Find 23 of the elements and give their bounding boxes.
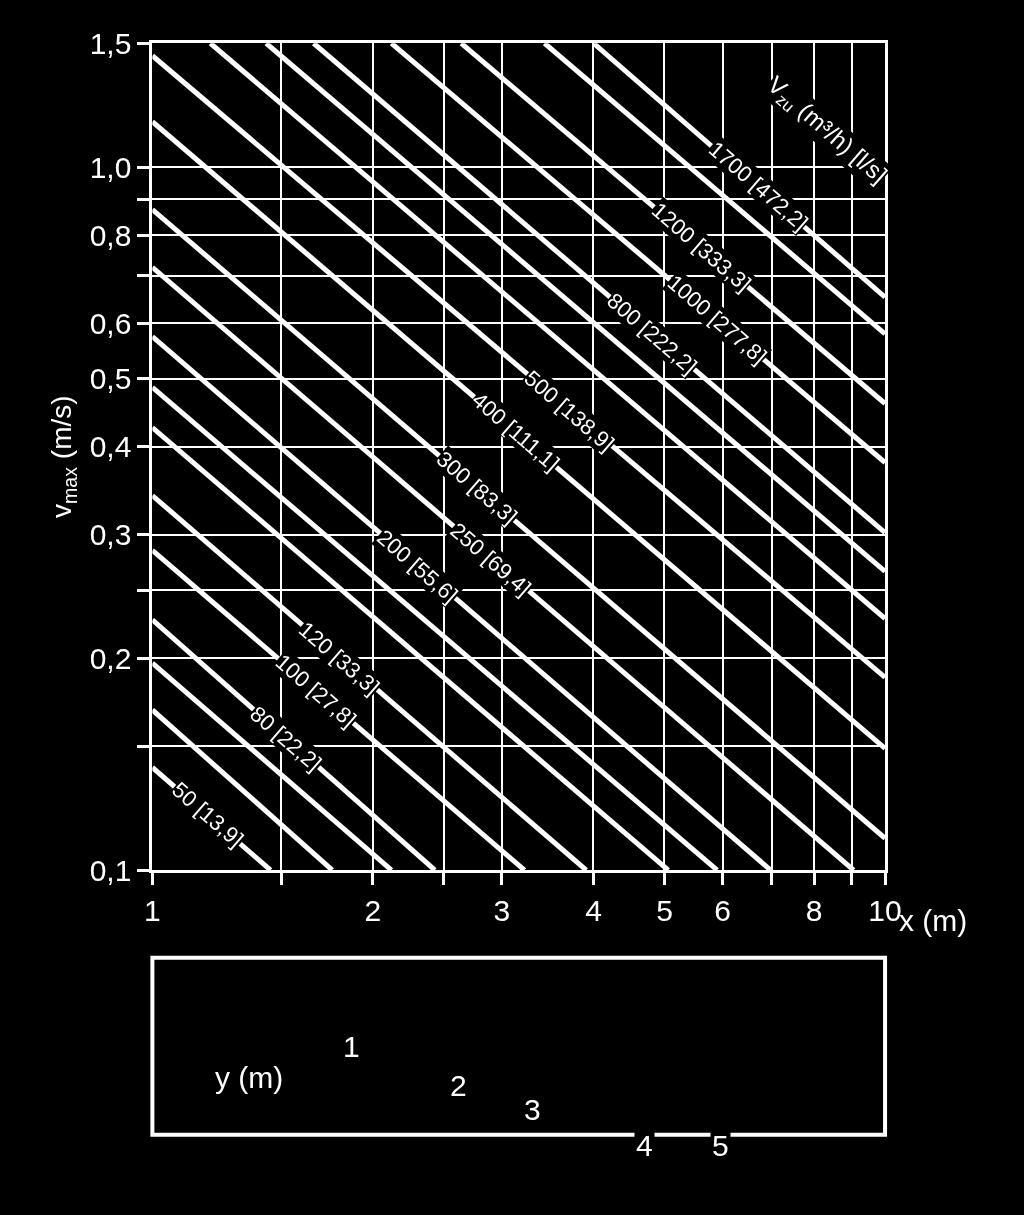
x-tick-label: 6 <box>714 894 731 928</box>
x-tick-label: 5 <box>656 894 673 928</box>
x-tick-label: 4 <box>585 894 602 928</box>
y-tick-label: 1,5 <box>89 26 132 60</box>
x-tick-label: 2 <box>364 894 382 928</box>
y-tick-label: 0,3 <box>89 518 132 552</box>
y-tick-label: 0,5 <box>89 362 132 396</box>
x-tick-label: 8 <box>805 894 823 928</box>
y-tick-label: 0,1 <box>89 853 132 887</box>
text: 3 <box>524 1093 541 1126</box>
x-tick-label: 10 <box>868 894 902 928</box>
text: y (m) <box>215 1061 284 1094</box>
text: 1 <box>343 1030 360 1063</box>
text: 5 <box>712 1129 729 1162</box>
y-tick-label: 0,4 <box>89 430 132 464</box>
x-tick-label: 1 <box>144 894 161 928</box>
text: 4 <box>636 1129 653 1162</box>
x-tick-label: 3 <box>493 894 511 928</box>
y-tick-label: 0,2 <box>89 642 132 675</box>
text: 2 <box>450 1069 467 1102</box>
y-tick-label: 1,0 <box>89 150 132 184</box>
y-tick-label: 0,8 <box>89 218 132 252</box>
y-tick-label: 0,6 <box>89 306 132 340</box>
